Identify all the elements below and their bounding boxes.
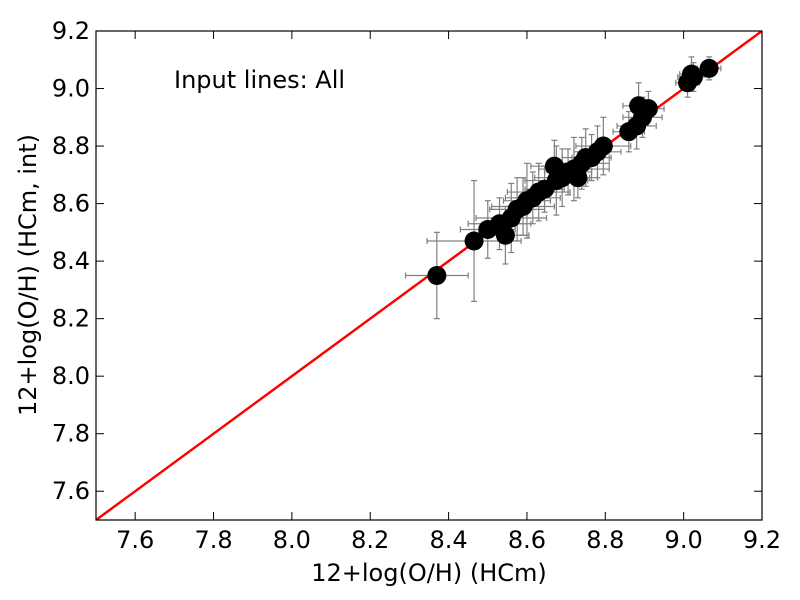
data-point bbox=[568, 168, 588, 188]
x-tick-label: 8.6 bbox=[508, 526, 546, 554]
y-axis-ticks: 7.6 7.8 8.0 8.2 8.4 8.6 8.8 9.0 9.2 bbox=[52, 17, 762, 505]
plot-frame bbox=[95, 30, 763, 521]
y-tick-label: 8.2 bbox=[52, 305, 90, 333]
y-tick-label: 9.2 bbox=[52, 17, 90, 45]
x-axis-label: 12+log(O/H) (HCm) bbox=[311, 559, 547, 587]
x-tick-label: 8.2 bbox=[351, 526, 389, 554]
x-tick-label: 9.2 bbox=[743, 526, 781, 554]
y-tick-label: 7.6 bbox=[52, 477, 90, 505]
x-tick-label: 8.8 bbox=[586, 526, 624, 554]
x-tick-label: 8.0 bbox=[273, 526, 311, 554]
y-tick-label: 8.0 bbox=[52, 362, 90, 390]
y-tick-label: 8.4 bbox=[52, 247, 90, 275]
data-point bbox=[495, 225, 515, 245]
x-tick-label: 7.6 bbox=[116, 526, 154, 554]
data-points bbox=[427, 58, 719, 285]
data-point bbox=[699, 58, 719, 78]
data-point bbox=[683, 67, 703, 87]
y-tick-label: 9.0 bbox=[52, 75, 90, 103]
plot-area bbox=[96, 31, 762, 520]
data-point bbox=[638, 99, 658, 119]
data-point bbox=[593, 136, 613, 156]
x-tick-label: 8.4 bbox=[430, 526, 468, 554]
y-tick-label: 8.6 bbox=[52, 190, 90, 218]
data-point bbox=[427, 266, 447, 285]
x-axis-ticks: 7.6 7.8 8.0 8.2 8.4 8.6 8.8 9.0 9.2 bbox=[116, 31, 781, 554]
y-axis-label: 12+log(O/H) (HCm, int) bbox=[14, 134, 42, 416]
y-tick-label: 8.8 bbox=[52, 132, 90, 160]
data-point bbox=[464, 231, 484, 251]
y-tick-label: 7.8 bbox=[52, 420, 90, 448]
x-tick-label: 9.0 bbox=[665, 526, 703, 554]
x-tick-label: 7.8 bbox=[194, 526, 232, 554]
annotation-text: Input lines: All bbox=[174, 66, 345, 94]
